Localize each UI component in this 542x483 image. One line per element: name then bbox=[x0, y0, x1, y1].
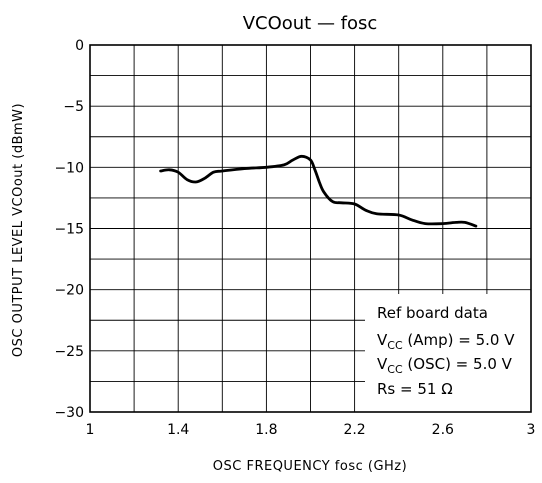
x-tick-label: 1.8 bbox=[255, 422, 277, 438]
y-tick-label: 0 bbox=[75, 38, 84, 54]
x-tick-label: 1 bbox=[86, 422, 95, 438]
x-axis-label: OSC FREQUENCY fosc (GHz) bbox=[213, 459, 407, 474]
series-line bbox=[159, 154, 478, 228]
x-tick-label: 1.4 bbox=[167, 422, 189, 438]
y-tick-label: −10 bbox=[54, 160, 84, 176]
chart-title: VCOout — fosc bbox=[243, 13, 378, 34]
annotation-line-3: VCC (OSC) = 5.0 V bbox=[377, 355, 513, 376]
grid-lines bbox=[90, 45, 531, 412]
x-tick-label: 2.2 bbox=[343, 422, 365, 438]
y-axis-ticks: 0 −5 −10 −15 −20 −25 −30 bbox=[54, 38, 84, 421]
x-tick-label: 3 bbox=[527, 422, 536, 438]
series-layer bbox=[159, 154, 478, 228]
y-axis-label: OSC OUTPUT LEVEL VCOout (dBmW) bbox=[11, 103, 26, 357]
annotation-line-1: Ref board data bbox=[377, 304, 488, 322]
y-tick-label: −30 bbox=[54, 405, 84, 421]
plot-frame bbox=[89, 44, 532, 413]
y-tick-label: −5 bbox=[63, 99, 84, 115]
y-tick-label: −15 bbox=[54, 222, 84, 238]
x-tick-label: 2.6 bbox=[432, 422, 454, 438]
y-tick-label: −20 bbox=[54, 283, 84, 299]
reference-annotation: Ref board data VCC (Amp) = 5.0 V VCC (OS… bbox=[365, 294, 531, 412]
annotation-background bbox=[365, 294, 531, 412]
annotation-line-4: Rs = 51 Ω bbox=[377, 380, 453, 398]
annotation-line-2: VCC (Amp) = 5.0 V bbox=[377, 331, 515, 352]
y-tick-label: −25 bbox=[54, 344, 84, 360]
x-axis-ticks: 1 1.4 1.8 2.2 2.6 3 bbox=[86, 422, 536, 438]
